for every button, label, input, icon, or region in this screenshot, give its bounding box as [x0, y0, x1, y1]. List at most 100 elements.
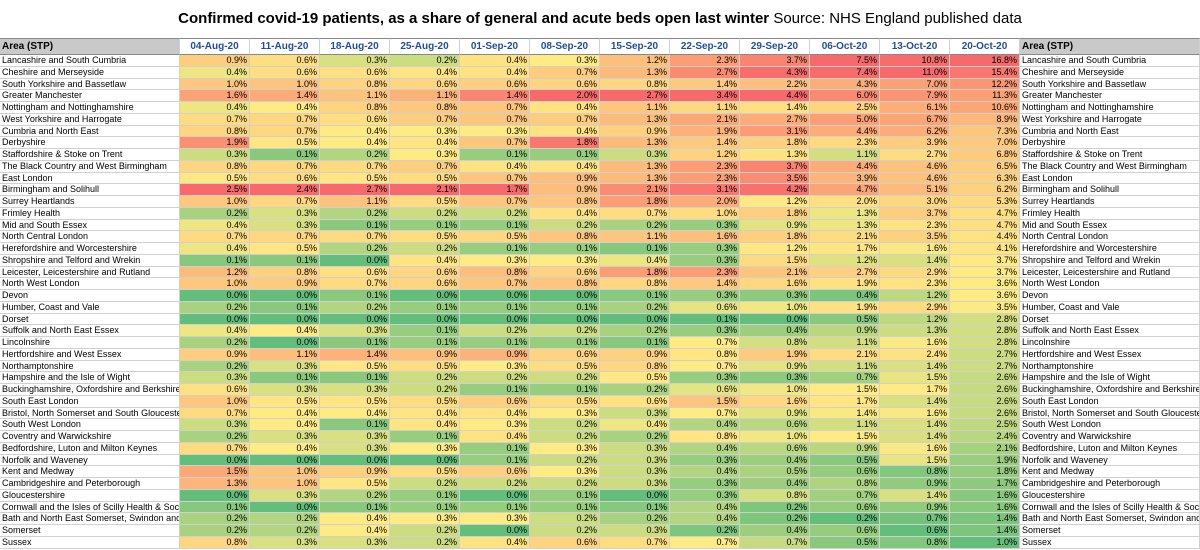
- area-name: Bath and North East Somerset, Swindon an…: [1020, 513, 1200, 525]
- data-cell: 0.9%: [880, 501, 950, 514]
- data-cell: 0.7%: [250, 231, 320, 243]
- data-cell: 0.3%: [180, 419, 250, 431]
- data-cell: 0.6%: [460, 466, 530, 478]
- area-name: Suffolk and North East Essex: [1020, 325, 1200, 337]
- data-cell: 0.7%: [460, 196, 530, 208]
- area-name: Hampshire and the Isle of Wight: [1020, 372, 1200, 384]
- data-cell: 1.3%: [600, 137, 670, 149]
- data-cell: 0.2%: [180, 513, 250, 525]
- data-cell: 2.8%: [950, 337, 1020, 349]
- data-cell: 1.2%: [880, 313, 950, 326]
- data-cell: 0.3%: [250, 536, 320, 549]
- area-name: North Central London: [0, 231, 180, 243]
- data-cell: 2.1%: [810, 231, 880, 243]
- column-header: Area (STP): [0, 38, 180, 55]
- data-cell: 1.0%: [950, 536, 1020, 549]
- data-cell: 0.1%: [390, 501, 460, 514]
- area-name: Kent and Medway: [1020, 466, 1200, 478]
- area-name: Lancashire and South Cumbria: [1020, 55, 1200, 67]
- data-cell: 0.1%: [530, 301, 600, 314]
- data-cell: 0.2%: [390, 384, 460, 396]
- area-name: Birmingham and Solihull: [0, 184, 180, 196]
- column-header: 15-Sep-20: [600, 38, 670, 55]
- data-cell: 0.2%: [530, 525, 600, 537]
- data-cell: 0.4%: [530, 102, 600, 114]
- data-cell: 1.4%: [670, 278, 740, 290]
- data-cell: 0.3%: [460, 513, 530, 525]
- data-cell: 15.4%: [950, 66, 1020, 79]
- data-cell: 1.5%: [180, 466, 250, 478]
- data-cell: 0.7%: [250, 196, 320, 208]
- data-cell: 0.2%: [530, 478, 600, 490]
- source: Source: NHS England published data: [773, 10, 1022, 27]
- data-cell: 1.4%: [670, 78, 740, 91]
- data-cell: 0.8%: [880, 536, 950, 549]
- data-cell: 1.6%: [880, 442, 950, 455]
- data-cell: 0.7%: [250, 160, 320, 173]
- data-cell: 0.7%: [460, 172, 530, 185]
- data-cell: 0.3%: [670, 454, 740, 467]
- data-cell: 4.6%: [880, 172, 950, 185]
- data-cell: 0.6%: [460, 78, 530, 91]
- area-name: South Yorkshire and Bassetlaw: [1020, 78, 1200, 91]
- data-cell: 2.6%: [950, 407, 1020, 420]
- data-cell: 6.7%: [880, 113, 950, 126]
- data-cell: 1.1%: [320, 196, 390, 208]
- data-cell: 0.1%: [250, 301, 320, 314]
- data-cell: 0.8%: [460, 266, 530, 279]
- data-cell: 0.4%: [670, 466, 740, 478]
- data-cell: 5.0%: [810, 113, 880, 126]
- data-cell: 1.6%: [740, 395, 810, 408]
- area-name: Bristol, North Somerset and South Glouce…: [1020, 407, 1200, 420]
- area-name: Hertfordshire and West Essex: [0, 348, 180, 361]
- area-name: The Black Country and West Birmingham: [1020, 160, 1200, 173]
- data-cell: 0.9%: [810, 325, 880, 337]
- data-cell: 1.8%: [600, 196, 670, 208]
- data-cell: 2.5%: [180, 184, 250, 196]
- data-cell: 0.9%: [530, 184, 600, 196]
- data-cell: 0.7%: [180, 442, 250, 455]
- data-cell: 0.1%: [320, 290, 390, 302]
- data-cell: 1.0%: [180, 395, 250, 408]
- column-header: 04-Aug-20: [180, 38, 250, 55]
- data-cell: 0.3%: [530, 55, 600, 67]
- area-name: The Black Country and West Birmingham: [0, 160, 180, 173]
- data-cell: 11.0%: [880, 66, 950, 79]
- data-cell: 0.8%: [600, 78, 670, 91]
- data-cell: 0.1%: [530, 384, 600, 396]
- data-cell: 0.7%: [250, 113, 320, 126]
- data-cell: 0.9%: [740, 407, 810, 420]
- data-cell: 0.7%: [460, 278, 530, 290]
- area-name: Greater Manchester: [1020, 90, 1200, 102]
- data-cell: 1.6%: [180, 90, 250, 102]
- data-cell: 3.5%: [740, 172, 810, 185]
- data-cell: 1.6%: [880, 407, 950, 420]
- data-cell: 0.8%: [810, 478, 880, 490]
- data-cell: 2.7%: [670, 66, 740, 79]
- data-cell: 1.3%: [600, 66, 670, 79]
- data-cell: 1.2%: [880, 290, 950, 302]
- title: Confirmed covid-19 patients, as a share …: [178, 10, 770, 27]
- data-cell: 0.5%: [740, 466, 810, 478]
- data-cell: 1.1%: [810, 337, 880, 349]
- data-cell: 1.0%: [180, 196, 250, 208]
- data-cell: 3.7%: [740, 160, 810, 173]
- data-cell: 0.0%: [600, 313, 670, 326]
- data-cell: 0.1%: [390, 337, 460, 349]
- data-cell: 3.1%: [740, 125, 810, 138]
- data-cell: 0.4%: [180, 102, 250, 114]
- data-cell: 0.1%: [390, 325, 460, 337]
- area-name: Norfolk and Waveney: [0, 454, 180, 467]
- data-cell: 0.0%: [320, 254, 390, 267]
- data-cell: 1.3%: [600, 172, 670, 185]
- data-cell: 1.1%: [390, 90, 460, 102]
- data-cell: 4.4%: [810, 125, 880, 138]
- data-cell: 1.2%: [670, 149, 740, 161]
- data-cell: 2.3%: [670, 266, 740, 279]
- data-cell: 3.6%: [950, 278, 1020, 290]
- data-cell: 1.8%: [740, 207, 810, 220]
- data-cell: 8.9%: [950, 113, 1020, 126]
- data-cell: 6.2%: [880, 125, 950, 138]
- data-cell: 0.6%: [320, 113, 390, 126]
